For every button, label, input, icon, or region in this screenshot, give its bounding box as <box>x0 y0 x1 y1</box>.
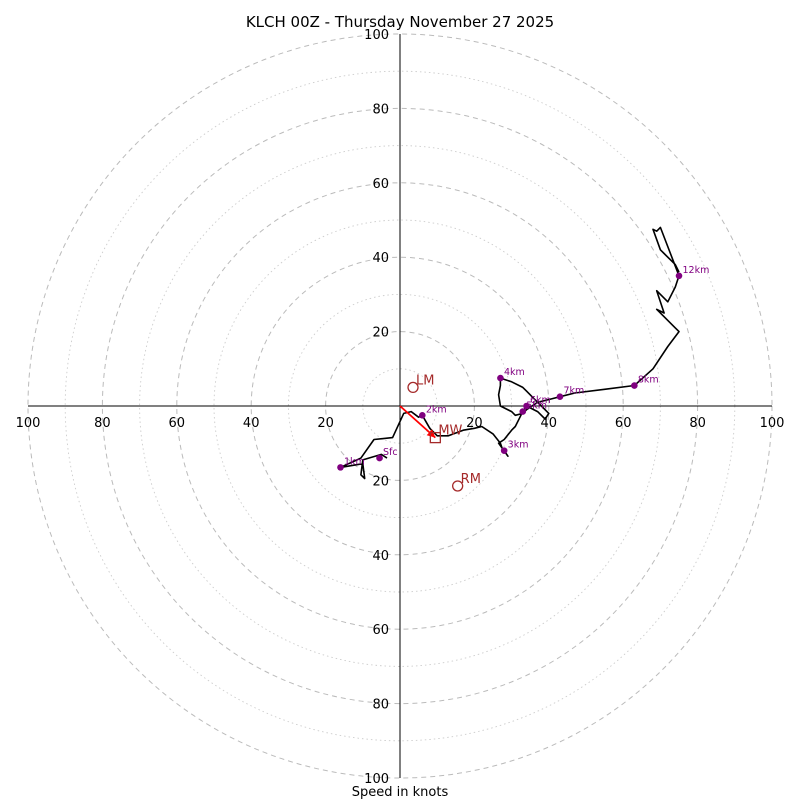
wind-trace <box>339 226 680 480</box>
height-marker-label: 2km <box>426 404 447 415</box>
height-marker-5km <box>519 408 527 415</box>
height-marker-label: Sfc <box>383 447 398 458</box>
storm-motion-mw-marker <box>429 431 441 444</box>
y-tick-label: 100 <box>364 772 389 787</box>
y-tick-label: 40 <box>372 251 389 266</box>
height-marker-8km <box>631 382 638 389</box>
height-marker-label: 3km <box>508 440 529 451</box>
chart-title: KLCH 00Z - Thursday November 27 2025 <box>246 13 554 31</box>
height-marker-4km <box>497 374 504 382</box>
x-tick-label: 40 <box>541 416 558 431</box>
storm-motion-mw-label: MW <box>438 424 462 439</box>
y-tick-label: 100 <box>364 28 389 43</box>
x-axis-label: Speed in knots <box>352 785 449 800</box>
y-tick-label: 20 <box>372 326 389 341</box>
x-tick-label: 40 <box>243 416 260 431</box>
x-tick-label: 80 <box>689 416 706 431</box>
x-tick-label: 20 <box>317 416 334 431</box>
height-marker-label: 1km <box>344 456 365 467</box>
height-marker-6km <box>523 402 530 410</box>
height-marker-label: 12km <box>683 265 710 276</box>
storm-motion-lm-label: LM <box>416 373 434 388</box>
height-marker-sfc <box>376 454 383 462</box>
mean-wind-arrowhead <box>426 429 436 438</box>
x-tick-label: 80 <box>94 416 111 431</box>
x-tick-labels: 100 80 60 40 20 20 40 60 80 100 <box>16 416 785 431</box>
y-tick-label: 60 <box>372 177 389 192</box>
height-marker-label: 6km <box>530 395 551 406</box>
height-marker-1km <box>337 464 344 471</box>
mean-wind-vector <box>399 405 436 439</box>
height-marker-label: 4km <box>504 367 525 378</box>
storm-motion-rm-label: RM <box>461 472 481 487</box>
y-tick-labels: 100 80 60 40 20 20 40 60 80 100 <box>364 28 389 787</box>
storm-motion-rm-marker <box>452 480 464 492</box>
y-tick-label: 80 <box>372 102 389 117</box>
wind-trace-line <box>339 226 680 480</box>
storm-motion-markers: LM RM MW <box>407 373 481 492</box>
height-marker-2km <box>419 412 426 419</box>
x-tick-label: 60 <box>169 416 186 431</box>
y-tick-label: 60 <box>372 623 389 638</box>
height-marker-12km <box>675 272 683 280</box>
x-tick-label: 100 <box>760 416 785 431</box>
y-tick-label: 20 <box>372 474 389 489</box>
height-marker-3km <box>500 447 508 454</box>
x-tick-label: 100 <box>16 416 41 431</box>
y-tick-label: 40 <box>372 549 389 564</box>
height-marker-label: 7km <box>563 386 584 397</box>
x-tick-label: 60 <box>615 416 632 431</box>
storm-motion-lm-marker <box>407 381 419 394</box>
height-marker-label: 8km <box>638 375 659 386</box>
height-marker-label: 5km <box>526 401 547 412</box>
y-tick-label: 80 <box>372 698 389 713</box>
height-marker-7km <box>556 393 564 401</box>
